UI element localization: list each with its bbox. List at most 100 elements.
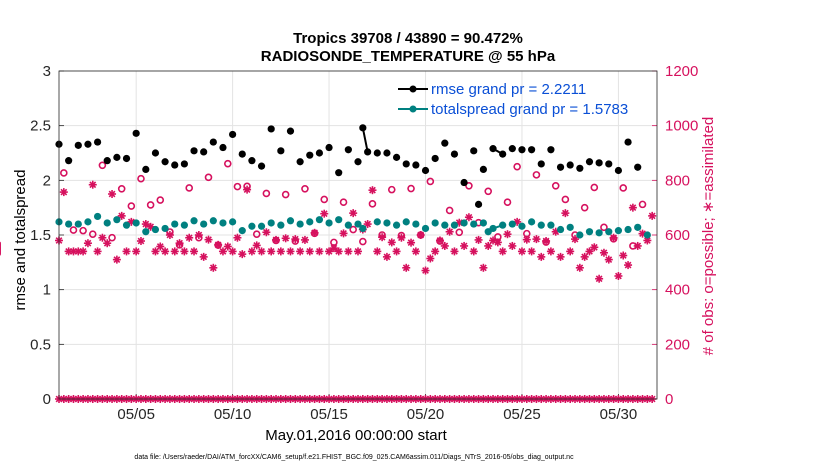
assimilated-obs-marker bbox=[305, 247, 314, 256]
assimilated-obs-marker bbox=[262, 228, 271, 237]
spread-marker bbox=[267, 219, 275, 227]
spread-marker bbox=[103, 219, 111, 227]
possible-obs-marker bbox=[397, 231, 406, 240]
rmse-marker bbox=[547, 146, 555, 154]
possible-obs-marker bbox=[330, 238, 338, 247]
assimilated-obs-marker bbox=[474, 235, 483, 244]
assimilated-obs-marker bbox=[537, 252, 546, 261]
possible-obs-marker bbox=[387, 185, 396, 194]
chart-subtitle: RADIOSONDE_TEMPERATURE @ 55 hPa bbox=[261, 48, 556, 65]
spread-marker bbox=[489, 224, 497, 233]
spread-marker bbox=[421, 224, 430, 233]
assimilated-obs-marker bbox=[180, 247, 189, 256]
y-right-tick-label: 200 bbox=[665, 336, 690, 353]
assimilated-obs-marker bbox=[291, 235, 300, 244]
y-right-tick-label: 800 bbox=[665, 172, 690, 189]
spread-marker bbox=[286, 217, 295, 225]
chart-title: Tropics 39708 / 43890 = 90.472% bbox=[293, 30, 523, 47]
spread-marker bbox=[528, 218, 536, 226]
assimilated-obs-marker bbox=[156, 242, 165, 251]
assimilated-obs-marker bbox=[363, 220, 372, 229]
rmse-marker bbox=[528, 146, 536, 154]
y-right-tick-label: 0 bbox=[665, 391, 673, 408]
grid bbox=[59, 70, 657, 400]
plot-frame bbox=[58, 70, 658, 400]
spread-marker bbox=[132, 219, 140, 227]
assimilated-obs-marker bbox=[83, 239, 92, 248]
rmse-marker bbox=[296, 158, 304, 166]
rmse-marker bbox=[359, 124, 367, 132]
possible-obs-marker bbox=[629, 242, 637, 250]
assimilated-obs-marker bbox=[315, 247, 324, 256]
possible-obs-marker bbox=[542, 238, 550, 246]
spread-marker bbox=[84, 218, 92, 226]
possible-obs-marker bbox=[484, 187, 493, 196]
assimilated-obs-marker bbox=[286, 247, 295, 256]
assimilated-obs-marker bbox=[233, 233, 242, 242]
y-left-tick-label: 3 bbox=[43, 63, 51, 80]
possible-obs-marker bbox=[455, 228, 464, 237]
spread-marker bbox=[161, 224, 169, 233]
spread-marker bbox=[209, 217, 217, 225]
assimilated-obs-marker bbox=[368, 186, 377, 195]
x-tick-label: 05/10 bbox=[214, 406, 252, 423]
spread-marker bbox=[344, 221, 352, 229]
assimilated-obs-marker bbox=[508, 241, 517, 250]
spread-marker bbox=[412, 220, 420, 228]
assimilated-obs-marker bbox=[238, 250, 247, 259]
possible-obs-marker bbox=[619, 184, 628, 192]
possible-obs-marker bbox=[195, 233, 203, 242]
spread-marker bbox=[315, 216, 324, 224]
rmse-marker bbox=[151, 149, 160, 157]
possible-obs-marker bbox=[590, 183, 599, 192]
assimilated-obs-marker bbox=[339, 229, 348, 238]
spread-marker bbox=[634, 223, 642, 231]
possible-obs-marker bbox=[262, 189, 271, 198]
x-tick-label: 05/05 bbox=[117, 406, 155, 423]
spread-marker bbox=[470, 220, 478, 228]
possible-obs-marker bbox=[88, 230, 97, 238]
possible-obs-marker bbox=[368, 200, 377, 208]
rmse-marker bbox=[585, 158, 594, 166]
assimilated-obs-marker bbox=[334, 247, 343, 256]
assimilated-obs-marker bbox=[108, 190, 117, 198]
possible-obs-marker bbox=[600, 223, 608, 232]
possible-obs-marker bbox=[98, 161, 107, 170]
assimilated-obs-marker bbox=[440, 241, 449, 250]
assimilated-obs-marker bbox=[223, 242, 232, 251]
assimilated-obs-marker bbox=[204, 235, 213, 244]
x-axis-label: May.01,2016 00:00:00 start bbox=[265, 427, 447, 444]
possible-obs-marker bbox=[522, 229, 531, 238]
legend: rmse grand pr = 2.2211 totalspread grand… bbox=[398, 81, 628, 118]
assimilated-obs-marker bbox=[373, 247, 382, 256]
possible-obs-marker bbox=[127, 202, 136, 210]
assimilated-obs-marker bbox=[136, 237, 145, 246]
rmse-marker bbox=[460, 178, 468, 187]
possible-obs-marker bbox=[108, 233, 116, 242]
spread-marker bbox=[142, 228, 150, 236]
x-tick-label: 05/20 bbox=[407, 406, 445, 423]
possible-obs-marker bbox=[79, 226, 87, 235]
rmse-marker bbox=[450, 150, 459, 158]
assimilated-obs-marker bbox=[88, 180, 97, 189]
assimilated-obs-marker bbox=[503, 230, 512, 239]
spread-marker bbox=[359, 224, 367, 233]
possible-obs-marker bbox=[513, 162, 521, 171]
assimilated-obs-marker bbox=[392, 247, 401, 256]
spread-marker bbox=[335, 216, 343, 224]
possible-obs-marker bbox=[166, 228, 174, 236]
rmse-marker bbox=[354, 158, 362, 166]
rmse-marker bbox=[441, 139, 449, 147]
spread-marker bbox=[277, 221, 285, 229]
rmse-marker bbox=[84, 140, 92, 148]
spread-marker bbox=[566, 223, 574, 231]
rmse-marker bbox=[344, 146, 352, 154]
possible-obs-marker bbox=[185, 184, 194, 192]
assimilated-obs-marker bbox=[604, 255, 613, 264]
assimilated-obs-marker bbox=[460, 241, 469, 250]
assimilated-obs-marker bbox=[479, 263, 488, 272]
rmse-marker bbox=[277, 147, 285, 155]
assimilated-obs-marker bbox=[296, 247, 305, 256]
rmse-marker bbox=[518, 146, 526, 154]
possible-obs-marker bbox=[638, 200, 647, 209]
